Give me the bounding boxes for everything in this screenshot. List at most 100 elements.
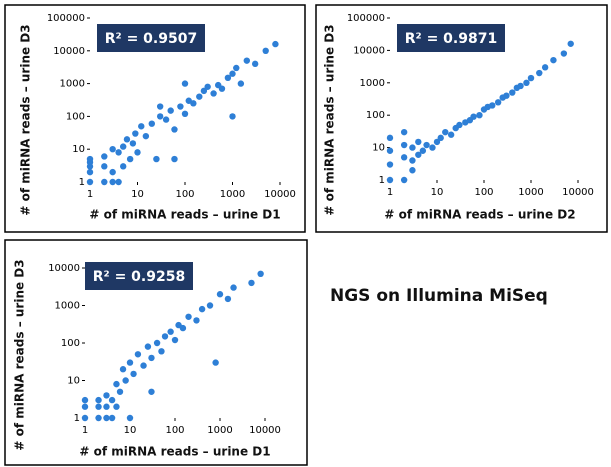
point — [153, 155, 160, 163]
chart-frame — [315, 4, 608, 233]
point — [103, 414, 110, 422]
point — [233, 64, 240, 72]
x-tick-label: 1000 — [207, 425, 232, 436]
point — [437, 134, 444, 142]
point — [248, 279, 255, 287]
point — [95, 414, 102, 422]
point — [142, 132, 150, 140]
y-tick-label: 100000 — [347, 13, 385, 24]
x-axis-label: # of miRNA reads – urine D1 — [79, 445, 270, 459]
point — [167, 107, 174, 114]
annotation: R² = 0.9871 — [405, 31, 497, 47]
x-tick-label: 1000 — [518, 187, 543, 198]
y-tick-label: 10 — [67, 376, 80, 387]
point — [386, 176, 394, 184]
x-axis-label: # of miRNA reads – urine D1 — [89, 208, 280, 222]
y-tick-label: 1000 — [55, 301, 80, 312]
point — [86, 159, 94, 166]
x-axis-label: # of miRNA reads – urine D2 — [384, 208, 575, 222]
point — [130, 370, 137, 378]
y-tick-label: 1000 — [60, 79, 85, 90]
x-tick-label: 10 — [431, 187, 444, 198]
point — [409, 157, 416, 164]
point — [237, 80, 245, 87]
point — [86, 168, 94, 176]
point — [109, 178, 116, 186]
point — [190, 100, 197, 107]
point — [198, 305, 206, 313]
point — [162, 116, 170, 123]
point — [122, 377, 129, 384]
point — [81, 414, 89, 422]
point — [415, 138, 422, 146]
point — [415, 151, 422, 158]
annotation: R² = 0.9507 — [105, 31, 197, 47]
point — [167, 328, 174, 335]
point — [171, 336, 179, 344]
point — [386, 134, 394, 142]
point — [210, 90, 217, 97]
annotation-box — [97, 24, 205, 52]
point — [224, 295, 232, 303]
y-tick-label: 10000 — [48, 263, 80, 274]
point — [476, 112, 483, 119]
point — [257, 270, 264, 278]
point — [119, 366, 127, 373]
point — [115, 149, 122, 156]
x-tick-label: 1 — [82, 425, 88, 436]
point — [200, 87, 208, 95]
x-tick-label: 10000 — [264, 189, 296, 200]
point — [148, 388, 155, 395]
y-tick-label: 100 — [366, 110, 385, 121]
point — [81, 403, 89, 410]
point — [132, 130, 139, 137]
point — [95, 403, 102, 410]
point — [109, 146, 116, 153]
point — [419, 147, 427, 154]
point — [224, 74, 232, 82]
point — [156, 103, 164, 110]
y-tick-label: 1 — [379, 175, 385, 186]
point — [429, 144, 436, 151]
y-axis-label: # of miRNA reads – urine D3 — [323, 24, 337, 215]
point — [386, 161, 394, 168]
point — [181, 80, 189, 87]
point — [206, 302, 214, 309]
point — [153, 339, 161, 347]
y-tick-label: 1 — [79, 177, 85, 188]
point — [204, 83, 211, 90]
point — [148, 354, 155, 362]
point — [181, 110, 189, 118]
x-tick-label: 1 — [387, 187, 393, 198]
point — [113, 403, 120, 410]
point — [126, 359, 134, 366]
point — [171, 126, 178, 133]
point — [523, 79, 530, 87]
point — [560, 50, 568, 57]
point — [409, 167, 416, 174]
point — [144, 343, 152, 350]
x-tick-label: 10 — [131, 189, 144, 200]
point — [81, 396, 89, 404]
point — [134, 351, 142, 358]
point — [185, 313, 192, 320]
point — [470, 113, 477, 120]
y-axis-label: # of miRNA reads – urine D3 — [19, 24, 33, 215]
point — [442, 128, 449, 136]
point — [158, 348, 165, 355]
point — [229, 70, 236, 77]
point — [148, 120, 155, 127]
x-tick-label: 100 — [165, 425, 184, 436]
y-tick-label: 100 — [66, 111, 85, 122]
point — [115, 178, 122, 186]
point — [134, 149, 141, 156]
point — [494, 99, 502, 106]
point — [262, 47, 269, 54]
point — [101, 163, 108, 170]
point — [108, 414, 116, 422]
point — [116, 388, 124, 395]
point — [101, 153, 108, 160]
point — [177, 103, 184, 110]
point — [456, 121, 463, 129]
point — [156, 113, 164, 120]
